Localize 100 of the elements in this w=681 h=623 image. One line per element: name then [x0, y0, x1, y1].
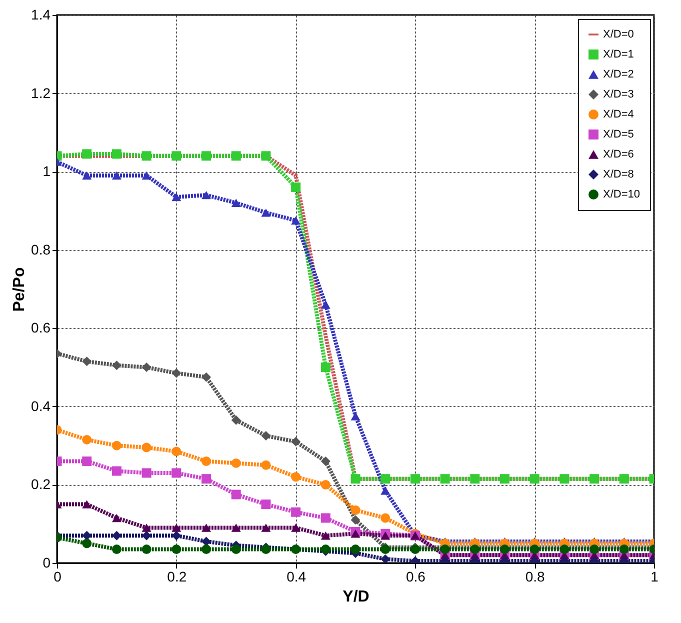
- point: [172, 151, 182, 161]
- point: [202, 536, 211, 546]
- point: [261, 524, 271, 532]
- point: [142, 171, 152, 180]
- point: [261, 460, 271, 470]
- point: [380, 513, 390, 523]
- legend-label: X/D=10: [603, 188, 640, 200]
- point: [172, 468, 182, 478]
- legend-label: X/D=6: [603, 148, 634, 160]
- point: [320, 300, 330, 309]
- point: [202, 151, 211, 161]
- point: [291, 436, 301, 446]
- point: [142, 524, 152, 532]
- point: [82, 149, 92, 159]
- x-tick-label: 0.2: [167, 568, 187, 584]
- legend-label: X/D=2: [603, 68, 634, 80]
- point: [231, 198, 241, 207]
- point: [440, 474, 450, 484]
- point: [172, 192, 182, 202]
- x-tick-label: 0.4: [286, 568, 306, 584]
- point: [500, 474, 510, 484]
- point: [142, 544, 152, 554]
- point: [320, 513, 330, 523]
- point: [112, 466, 122, 476]
- legend-label: X/D=0: [603, 28, 634, 40]
- point: [291, 524, 301, 532]
- point: [112, 440, 122, 450]
- legend-label: X/D=5: [603, 128, 634, 140]
- point: [82, 538, 92, 548]
- point: [350, 544, 360, 554]
- point: [112, 171, 122, 180]
- point: [112, 149, 122, 159]
- y-tick-label: 0.4: [31, 398, 51, 414]
- point: [231, 415, 241, 425]
- point: [261, 208, 271, 217]
- point: [172, 524, 182, 532]
- x-tick-label: 0.8: [525, 568, 546, 584]
- point: [231, 458, 241, 468]
- point: [291, 216, 301, 225]
- point: [202, 474, 211, 484]
- point: [82, 434, 92, 444]
- point: [231, 524, 241, 532]
- point: [470, 474, 480, 484]
- legend-label: X/D=8: [603, 168, 634, 180]
- point: [291, 507, 301, 517]
- point: [142, 442, 152, 452]
- legend-label: X/D=4: [603, 108, 634, 120]
- point: [142, 468, 152, 478]
- point: [231, 544, 241, 554]
- point: [380, 474, 390, 484]
- point: [380, 486, 390, 495]
- point: [350, 515, 360, 525]
- point: [560, 474, 570, 484]
- point: [380, 531, 390, 540]
- y-axis-title: Pe/Po: [11, 267, 28, 312]
- y-tick-label: 0: [42, 554, 51, 570]
- point: [410, 474, 420, 484]
- point: [261, 500, 271, 510]
- point: [350, 530, 360, 538]
- point: [320, 456, 330, 466]
- point: [291, 182, 301, 192]
- point: [82, 171, 92, 180]
- point: [202, 190, 211, 200]
- point: [261, 431, 271, 441]
- point: [142, 362, 152, 372]
- point: [231, 490, 241, 500]
- legend-label: X/D=3: [603, 88, 634, 100]
- point: [112, 530, 122, 540]
- point: [112, 544, 122, 554]
- y-tick-label: 0.6: [31, 320, 51, 336]
- point: [82, 356, 92, 366]
- point: [82, 500, 92, 508]
- point: [172, 446, 182, 456]
- point: [82, 456, 92, 466]
- y-tick-label: 0.2: [31, 476, 51, 492]
- x-tick-label: 1: [650, 568, 659, 584]
- y-tick-label: 0.8: [31, 241, 51, 258]
- point: [202, 372, 211, 382]
- point: [172, 368, 182, 378]
- legend-label: X/D=1: [603, 48, 634, 60]
- y-tick-label: 1.4: [31, 6, 51, 22]
- point: [320, 531, 330, 540]
- y-tick-label: 1: [42, 163, 51, 180]
- x-tick-label: 0: [54, 568, 62, 584]
- point: [291, 472, 301, 482]
- point: [172, 530, 182, 540]
- y-tick-label: 1.2: [31, 84, 51, 101]
- x-axis-title: Y/D: [342, 588, 370, 606]
- point: [530, 474, 540, 484]
- x-tick-label: 0.6: [406, 568, 426, 584]
- point: [142, 530, 152, 540]
- point: [320, 362, 330, 372]
- point: [619, 474, 629, 484]
- point: [112, 514, 122, 522]
- point: [261, 151, 271, 161]
- point: [231, 151, 241, 161]
- point: [202, 456, 211, 466]
- point: [350, 412, 360, 420]
- point: [350, 505, 360, 515]
- point: [202, 544, 211, 554]
